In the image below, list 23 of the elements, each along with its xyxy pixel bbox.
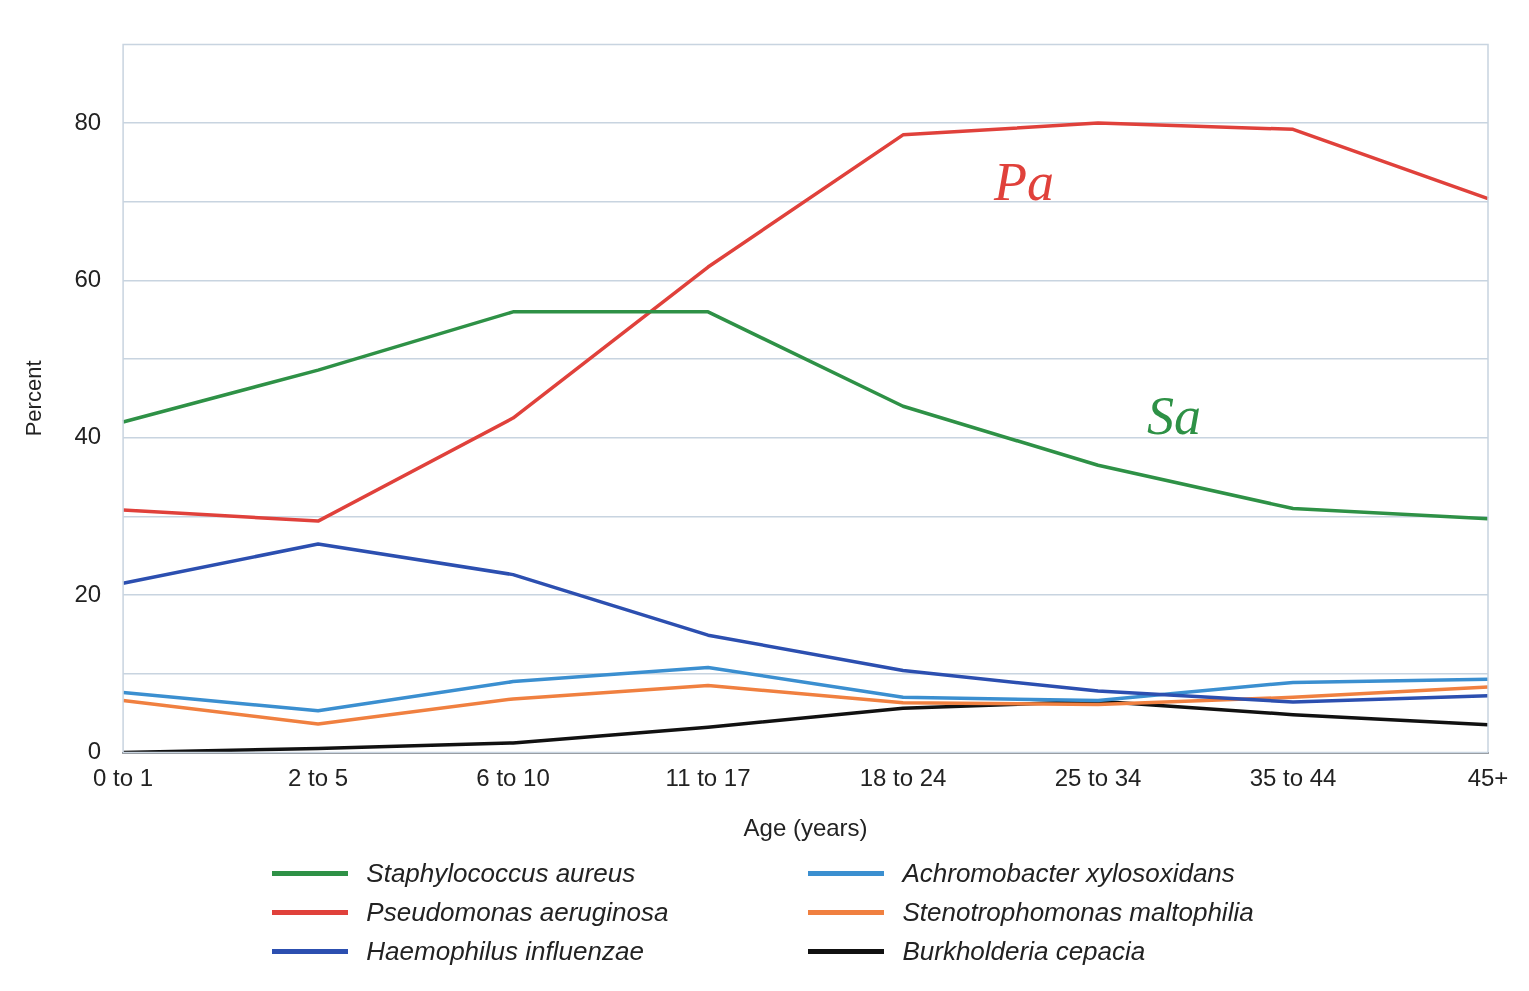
y-axis-title: Percent — [21, 360, 47, 437]
x-tick-label: 25 to 34 — [1054, 764, 1142, 792]
y-tick-label: 20 — [74, 579, 102, 607]
legend-label: Stenotrophomonas maltophilia — [902, 897, 1254, 928]
y-tick-label: 60 — [74, 265, 102, 293]
x-tick-label: 45+ — [1467, 764, 1509, 792]
y-tick-label: 80 — [74, 107, 102, 135]
legend-label: Staphylococcus aureus — [366, 858, 636, 889]
legend-label: Pseudomonas aeruginosa — [366, 897, 669, 928]
x-axis-title: Age (years) — [743, 814, 868, 842]
legend-label: Haemophilus influenzae — [366, 936, 644, 967]
y-tick-label: 0 — [87, 737, 102, 765]
x-tick-label: 18 to 24 — [859, 764, 947, 792]
x-tick-label: 0 to 1 — [93, 764, 154, 792]
x-tick-label: 35 to 44 — [1249, 764, 1337, 792]
x-tick-label: 2 to 5 — [288, 764, 349, 792]
annotation: Sa — [1147, 385, 1202, 446]
legend-label: Burkholderia cepacia — [902, 936, 1146, 967]
y-tick-label: 40 — [74, 422, 102, 450]
x-tick-label: 6 to 10 — [476, 764, 550, 792]
legend-label: Achromobacter xylosoxidans — [902, 858, 1235, 889]
annotation: Pa — [992, 152, 1054, 213]
x-tick-label: 11 to 17 — [665, 764, 751, 792]
